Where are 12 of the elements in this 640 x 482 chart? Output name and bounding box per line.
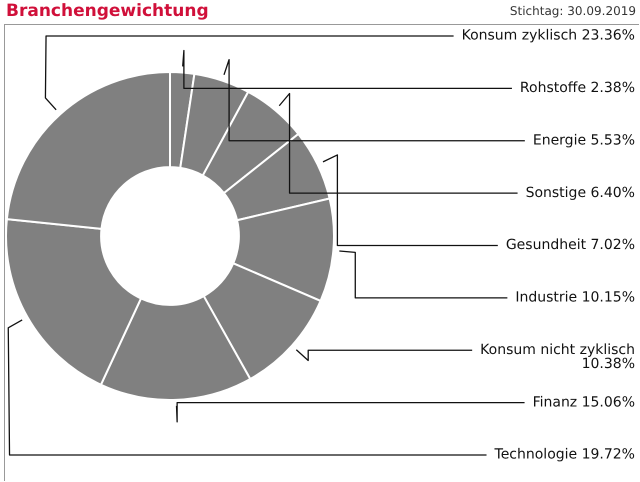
slice-label: Sonstige 6.40% [526,184,635,201]
chart-title: Branchengewichtung [6,1,209,21]
slice-label: Energie 5.53% [532,132,635,148]
slice-label: Finanz 15.06% [532,394,635,410]
data-label: 10.38% [582,356,635,372]
slice-label: Rohstoffe 2.38% [520,80,635,96]
slice-label: Konsum nicht zyklisch [480,342,635,358]
slice-label: Konsum zyklisch 23.36% [462,28,635,44]
slice-label: Technologie 19.72% [494,446,635,463]
slice-label: Industrie 10.15% [515,290,635,306]
slice-label: Gesundheit 7.02% [506,237,635,254]
chart-subtitle: Stichtag: 30.09.2019 [510,4,636,18]
